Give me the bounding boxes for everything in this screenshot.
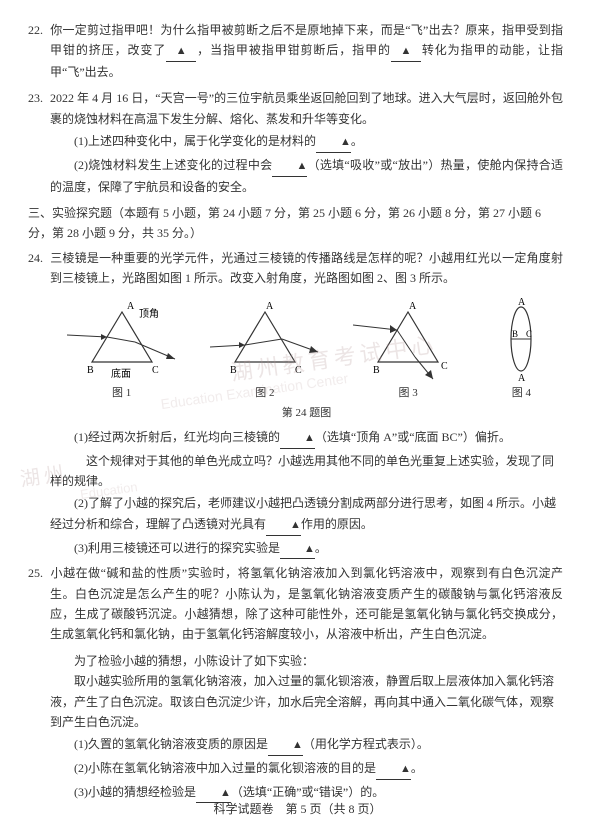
label-C: C xyxy=(152,365,159,376)
q24-sub2b: 作用的原因。 xyxy=(301,517,373,531)
prism-diagram-1: A 顶角 B C 底面 xyxy=(67,297,177,382)
label-A: A xyxy=(266,301,274,312)
figure-caption: 图 4 xyxy=(496,384,546,403)
q24-sub3b: 。 xyxy=(315,541,327,555)
label-bottom: 底面 xyxy=(111,367,131,380)
q24-sub2: (2)了解了小越的探究后，老师建议小越把凸透镜分割成两部分进行思考，如图 4 所… xyxy=(50,493,563,535)
q25-p2: 为了检验小越的猜想，小陈设计了如下实验： xyxy=(50,651,563,671)
ray-mid xyxy=(245,339,282,345)
arrow-icon xyxy=(166,353,175,359)
ray-mid xyxy=(397,330,415,357)
label-A-bot: A xyxy=(518,373,526,382)
label-A: A xyxy=(409,301,417,312)
label-B: B xyxy=(87,365,94,376)
figure-3: A B C 图 3 xyxy=(353,297,463,403)
q23-sub2a: (2)烧蚀材料发生上述变化的过程中会 xyxy=(74,158,272,172)
ray-mid xyxy=(107,337,135,342)
figure-row: A 顶角 B C 底面 图 1 A xyxy=(50,297,563,403)
figure-caption: 图 2 xyxy=(210,384,320,403)
q25-sub3b: （选填“正确”或“错误”）的。 xyxy=(231,785,384,799)
q23-sub1b: 。 xyxy=(351,134,363,148)
q25-sub2a: (2)小陈在氢氧化钠溶液中加入过量的氯化钡溶液的目的是 xyxy=(74,761,376,775)
question-25: 25.小越在做“碱和盐的性质”实验时，将氢氧化钠溶液加入到氯化钙溶液中，观察到有… xyxy=(50,563,563,645)
figure-caption: 图 1 xyxy=(67,384,177,403)
prism-diagram-3: A B C xyxy=(353,297,463,382)
question-22: 22.你一定剪过指甲吧！为什么指甲被剪断之后不是原地掉下来，而是“飞”出去？原来… xyxy=(50,20,563,82)
q25-sub2: (2)小陈在氢氧化钠溶液中加入过量的氯化钡溶液的目的是▲。 xyxy=(50,758,563,780)
prism-shape xyxy=(235,312,295,362)
blank: ▲ xyxy=(268,734,303,756)
q25-sub2b: 。 xyxy=(411,761,423,775)
label-B: B xyxy=(230,365,237,376)
question-number: 24. xyxy=(28,248,50,268)
q23-sub1a: (1)上述四种变化中，属于化学变化的是材料的 xyxy=(74,134,316,148)
exam-page: 湖州教育考试中心 Education Examination Center Ed… xyxy=(0,0,595,829)
blank: ▲ xyxy=(266,514,301,536)
label-top: 顶角 xyxy=(139,308,159,320)
question-24: 24.三棱镜是一种重要的光学元件，光通过三棱镜的传播路线是怎样的呢？小越用红光以… xyxy=(50,248,563,289)
prism-diagram-2: A B C xyxy=(210,297,320,382)
prism-shape xyxy=(378,312,438,362)
question-number: 22. xyxy=(28,20,50,40)
q24-sub3: (3)利用三棱镜还可以进行的探究实验是▲。 xyxy=(50,538,563,560)
label-B: B xyxy=(373,365,380,376)
q25-intro: 小越在做“碱和盐的性质”实验时，将氢氧化钠溶液加入到氯化钙溶液中，观察到有白色沉… xyxy=(50,566,563,641)
section-3-heading: 三、实验探究题（本题有 5 小题，第 24 小题 7 分，第 25 小题 6 分… xyxy=(28,203,563,244)
blank: ▲ xyxy=(166,40,196,62)
label-C: C xyxy=(295,365,302,376)
q23-sub1: (1)上述四种变化中，属于化学变化的是材料的▲。 xyxy=(50,131,563,153)
question-number: 23. xyxy=(28,88,50,108)
figure-overall-caption: 第 24 题图 xyxy=(50,404,563,423)
blank: ▲ xyxy=(272,155,307,177)
q24-intro: 三棱镜是一种重要的光学元件，光通过三棱镜的传播路线是怎样的呢？小越用红光以一定角… xyxy=(50,251,563,285)
label-C: C xyxy=(441,361,448,372)
q24-sub1c: 这个规律对于其他的单色光成立吗？小越选用其他不同的单色光重复上述实验，发现了同样… xyxy=(50,451,563,492)
figure-2: A B C 图 2 xyxy=(210,297,320,403)
figure-caption: 图 3 xyxy=(353,384,463,403)
label-B: B xyxy=(512,329,518,339)
label-C: C xyxy=(526,329,532,339)
figure-4: B C A A 图 4 xyxy=(496,297,546,403)
figure-1: A 顶角 B C 底面 图 1 xyxy=(67,297,177,403)
blank: ▲ xyxy=(376,758,411,780)
q24-sub1b: （选填“顶角 A”或“底面 BC”）偏折。 xyxy=(315,430,511,444)
question-23: 23.2022 年 4 月 16 日，“天宫一号”的三位宇航员乘坐返回舱回到了地… xyxy=(50,88,563,197)
q23-intro: 2022 年 4 月 16 日，“天宫一号”的三位宇航员乘坐返回舱回到了地球。进… xyxy=(50,91,563,125)
q23-sub2: (2)烧蚀材料发生上述变化的过程中会▲（选填“吸收”或“放出”）热量，使舱内保持… xyxy=(50,155,563,197)
blank: ▲ xyxy=(316,131,351,153)
q25-sub1: (1)久置的氢氧化钠溶液变质的原因是▲（用化学方程式表示）。 xyxy=(50,734,563,756)
lens-diagram: B C A A xyxy=(496,297,546,382)
blank: ▲ xyxy=(280,427,315,449)
q22-text-b: ，当指甲被指甲钳剪断后，指甲的 xyxy=(196,43,391,57)
q25-p3: 取小越实验所用的氢氧化钠溶液，加入过量的氯化钡溶液，静置后取上层液体加入氯化钙溶… xyxy=(50,671,563,732)
q25-sub1a: (1)久置的氢氧化钠溶液变质的原因是 xyxy=(74,737,268,751)
q25-sub1b: （用化学方程式表示）。 xyxy=(303,737,429,751)
q24-sub3a: (3)利用三棱镜还可以进行的探究实验是 xyxy=(74,541,280,555)
label-A: A xyxy=(127,301,135,312)
blank: ▲ xyxy=(280,538,315,560)
page-footer: 科学试题卷 第 5 页（共 8 页） xyxy=(0,799,595,819)
q24-sub1a: (1)经过两次折射后，红光均向三棱镜的 xyxy=(74,430,280,444)
label-A-top: A xyxy=(518,297,526,308)
arrow-icon xyxy=(309,346,318,353)
q24-sub1: (1)经过两次折射后，红光均向三棱镜的▲（选填“顶角 A”或“底面 BC”）偏折… xyxy=(50,427,563,449)
section-label: 三、实验探究题 xyxy=(28,206,112,220)
question-number: 25. xyxy=(28,563,50,583)
blank: ▲ xyxy=(391,40,421,62)
q25-sub3a: (3)小越的猜想经检验是 xyxy=(74,785,196,799)
